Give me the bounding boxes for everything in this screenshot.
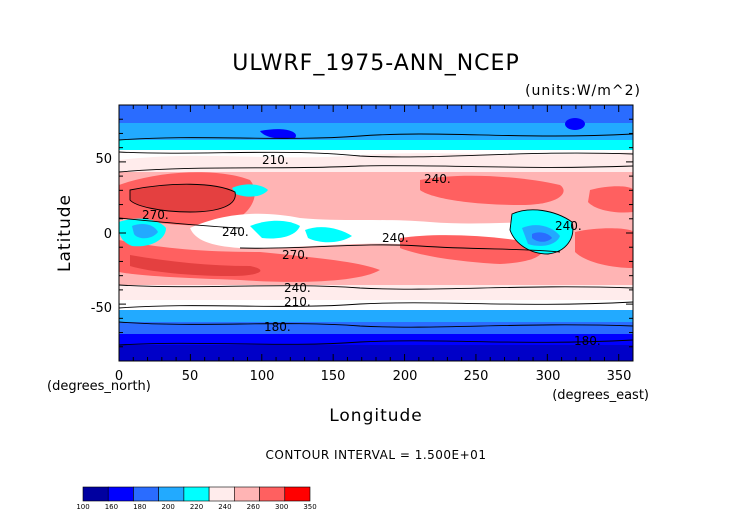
heatmap-field: 210. 240. 270. 240. 240. 240. 270. 240. … — [119, 105, 633, 361]
chart-title: ULWRF_1975-ANN_NCEP — [232, 51, 519, 76]
colorbar-swatch — [259, 486, 286, 502]
x-tick-0: 0 — [115, 369, 123, 384]
x-tick-250: 250 — [464, 369, 489, 384]
y-tick-neg50: -50 — [91, 301, 112, 316]
contour-label-240-south: 240. — [284, 281, 311, 295]
y-unit-label: (degrees_north) — [47, 379, 151, 394]
colorbar-swatch — [208, 486, 235, 502]
x-unit-label: (degrees_east) — [552, 388, 649, 403]
colorbar-tick-label: 180 — [133, 503, 146, 511]
x-tick-300: 300 — [536, 369, 561, 384]
contour-label-240-east: 240. — [555, 219, 582, 233]
contour-label-270-africa: 270. — [142, 208, 169, 222]
y-tick-labels: 50 0 -50 — [91, 152, 112, 316]
contour-label-240-pacific: 240. — [382, 231, 409, 245]
colorbar-tick-label: 200 — [161, 503, 174, 511]
contour-label-210-south: 210. — [284, 295, 311, 309]
colorbar-swatch — [183, 486, 210, 502]
colorbar-swatch — [234, 486, 260, 502]
contour-label-210-north: 210. — [262, 153, 289, 167]
colorbar-tick-label: 100 — [76, 503, 89, 511]
x-tick-50: 50 — [182, 369, 199, 384]
colorbar: 100 160 180 200 220 240 260 300 350 — [76, 486, 317, 511]
colorbar-swatch — [133, 486, 159, 502]
x-tick-labels: 0 50 100 150 200 250 300 350 — [115, 369, 632, 384]
contour-label-270-south: 270. — [282, 248, 309, 262]
colorbar-tick-label: 240 — [218, 503, 231, 511]
contour-interval-label: CONTOUR INTERVAL = 1.500E+01 — [266, 448, 487, 462]
contour-lines — [119, 133, 633, 346]
x-tick-150: 150 — [321, 369, 346, 384]
contour-labels: 210. 240. 270. 240. 240. 240. 270. 240. … — [142, 153, 601, 348]
colorbar-tick-label: 220 — [190, 503, 203, 511]
y-tick-50: 50 — [95, 152, 112, 167]
colorbar-swatch — [82, 486, 109, 502]
colorbar-tick-label: 300 — [275, 503, 288, 511]
x-axis-label: Longitude — [329, 406, 423, 426]
x-tick-100: 100 — [250, 369, 275, 384]
colorbar-swatch — [107, 486, 134, 502]
x-tick-350: 350 — [607, 369, 632, 384]
colorbar-tick-label: 350 — [303, 503, 316, 511]
colorbar-swatch — [284, 486, 311, 502]
axis-ticks — [118, 104, 634, 362]
y-axis-label: Latitude — [55, 194, 75, 272]
contour-label-240-ne: 240. — [424, 172, 451, 186]
colorbar-tick-label: 160 — [105, 503, 118, 511]
contour-label-180-se: 180. — [574, 334, 601, 348]
contour-label-180-sw: 180. — [264, 320, 291, 334]
units-label: (units:W/m^2) — [525, 83, 641, 99]
y-tick-0: 0 — [104, 227, 112, 242]
colorbar-swatch — [158, 486, 185, 502]
contour-label-240-indian: 240. — [222, 225, 249, 239]
colorbar-tick-label: 260 — [247, 503, 260, 511]
x-tick-200: 200 — [393, 369, 418, 384]
